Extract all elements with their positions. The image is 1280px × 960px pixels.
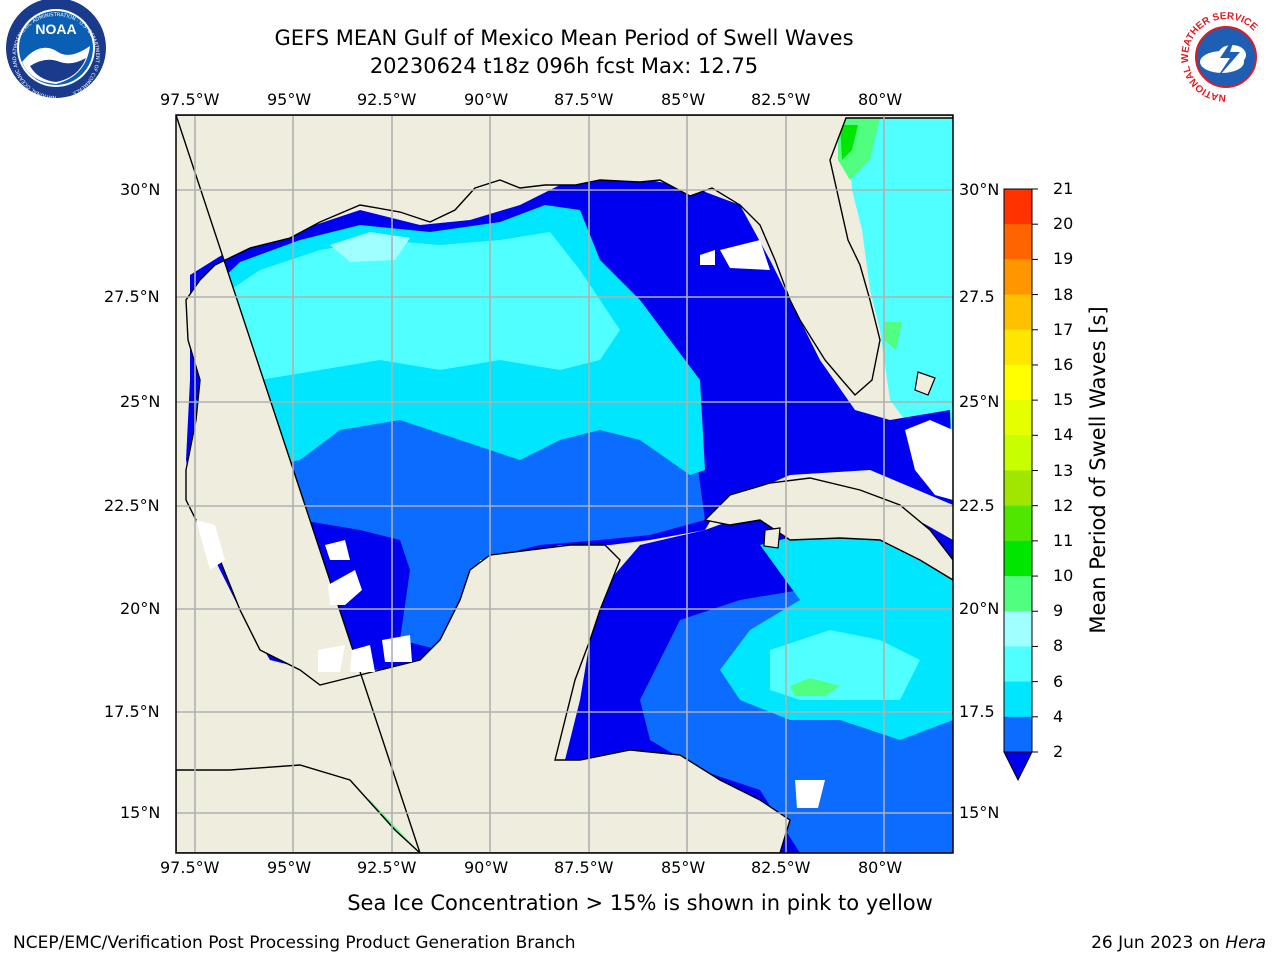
colorbar-extend-arrow	[1003, 751, 1033, 782]
colorbar-segment	[1004, 294, 1032, 331]
colorbar-segment	[1004, 576, 1032, 612]
lat-tick-right: 22.5	[959, 496, 995, 515]
colorbar-segment	[1004, 435, 1032, 471]
page-title: GEFS MEAN Gulf of Mexico Mean Period of …	[274, 26, 854, 50]
colorbar-tick: 8	[1053, 636, 1064, 656]
lat-tick-left: 22.5°N	[104, 496, 160, 515]
colorbar-segment	[1004, 540, 1032, 577]
colorbar-segment	[1004, 189, 1032, 225]
colorbar-tick: 15	[1053, 390, 1074, 410]
sea-ice-note: Sea Ice Concentration > 15% is shown in …	[347, 891, 933, 915]
colorbar-segment	[1004, 470, 1032, 507]
lat-tick-left: 20°N	[120, 599, 161, 618]
page-subtitle: 20230624 t18z 096h fcst Max: 12.75	[369, 54, 759, 78]
colorbar-segment	[1004, 611, 1032, 647]
colorbar-tick: 6	[1053, 671, 1064, 691]
colorbar-segment	[1004, 646, 1032, 683]
lon-tick-bottom: 95°W	[267, 858, 312, 877]
colorbar-tick: 2	[1053, 742, 1064, 761]
lon-tick-top: 82.5°W	[751, 90, 811, 109]
lat-tick-left: 27.5°N	[104, 287, 160, 306]
lon-tick-top: 95°W	[267, 90, 312, 109]
lon-tick-bottom: 85°W	[661, 858, 706, 877]
lon-tick-top: 97.5°W	[160, 90, 220, 109]
lat-tick-left: 30°N	[120, 180, 161, 199]
colorbar-tick: 18	[1053, 284, 1074, 304]
colorbar-segment	[1004, 364, 1032, 401]
lon-tick-top: 87.5°W	[554, 90, 614, 109]
colorbar-tick: 20	[1053, 214, 1074, 234]
footer-date-text: 26 Jun 2023 on	[1091, 933, 1226, 953]
coastline-mainland	[176, 115, 953, 853]
lat-tick-right: 15°N	[959, 803, 1000, 822]
lat-tick-right: 30°N	[959, 180, 1000, 199]
colorbar-tick: 16	[1053, 354, 1074, 374]
lon-tick-top: 92.5°W	[357, 90, 417, 109]
colorbar-tick: 9	[1053, 601, 1064, 621]
lon-tick-bottom: 90°W	[464, 858, 509, 877]
colorbar-tick: 11	[1053, 530, 1074, 550]
lat-tick-right: 20°N	[959, 599, 1000, 618]
swell-gulf-light	[215, 232, 620, 380]
colorbar-segment	[1004, 224, 1032, 260]
colorbar-tick: 13	[1053, 460, 1074, 480]
lon-tick-top: 80°W	[858, 90, 903, 109]
lat-tick-left: 15°N	[120, 803, 161, 822]
lon-tick-bottom: 97.5°W	[160, 858, 220, 877]
nws-logo-icon: NATIONAL WEATHER SERVICE	[1178, 9, 1274, 105]
graticule	[176, 115, 953, 853]
colorbar-segment	[1004, 400, 1032, 436]
footer-host: Hera	[1225, 933, 1266, 953]
colorbar-tick: 12	[1053, 495, 1074, 515]
footer-date: 26 Jun 2023 on Hera	[1091, 933, 1266, 953]
colorbar-tick: 14	[1053, 425, 1074, 445]
lat-tick-right: 25°N	[959, 392, 1000, 411]
lat-tick-left: 25°N	[120, 392, 161, 411]
colorbar-label: Mean Period of Swell Waves [s]	[1086, 306, 1110, 633]
lon-tick-bottom: 82.5°W	[751, 858, 811, 877]
lon-tick-bottom: 92.5°W	[357, 858, 417, 877]
colorbar-segment	[1004, 716, 1032, 753]
colorbar-tick: 10	[1053, 566, 1074, 586]
colorbar-segment	[1004, 259, 1032, 296]
lat-tick-right: 17.5	[959, 702, 995, 721]
noaa-logo-icon: NOAA NATIONAL OCEANIC AND ATMOSPHERIC AD…	[6, 0, 106, 100]
lon-tick-top: 90°W	[464, 90, 509, 109]
colorbar-segment	[1004, 329, 1032, 366]
colorbar-tick: 21	[1053, 179, 1074, 198]
colorbar-segment	[1004, 505, 1032, 542]
colorbar	[1003, 188, 1038, 782]
noaa-logo-text: NOAA	[35, 21, 76, 37]
lon-tick-top: 85°W	[661, 90, 706, 109]
colorbar-tick: 4	[1053, 706, 1064, 726]
colorbar-segment	[1004, 681, 1032, 718]
colorbar-tick: 17	[1053, 319, 1074, 339]
lat-tick-left: 17.5°N	[104, 702, 160, 721]
lon-tick-bottom: 80°W	[858, 858, 903, 877]
footer-credit: NCEP/EMC/Verification Post Processing Pr…	[13, 933, 576, 953]
swell-gulf-mid	[196, 390, 705, 650]
lon-tick-bottom: 87.5°W	[554, 858, 614, 877]
colorbar-tick: 19	[1053, 249, 1074, 269]
lat-tick-right: 27.5	[959, 287, 995, 306]
map-frame	[175, 114, 954, 854]
map-area	[176, 115, 953, 853]
